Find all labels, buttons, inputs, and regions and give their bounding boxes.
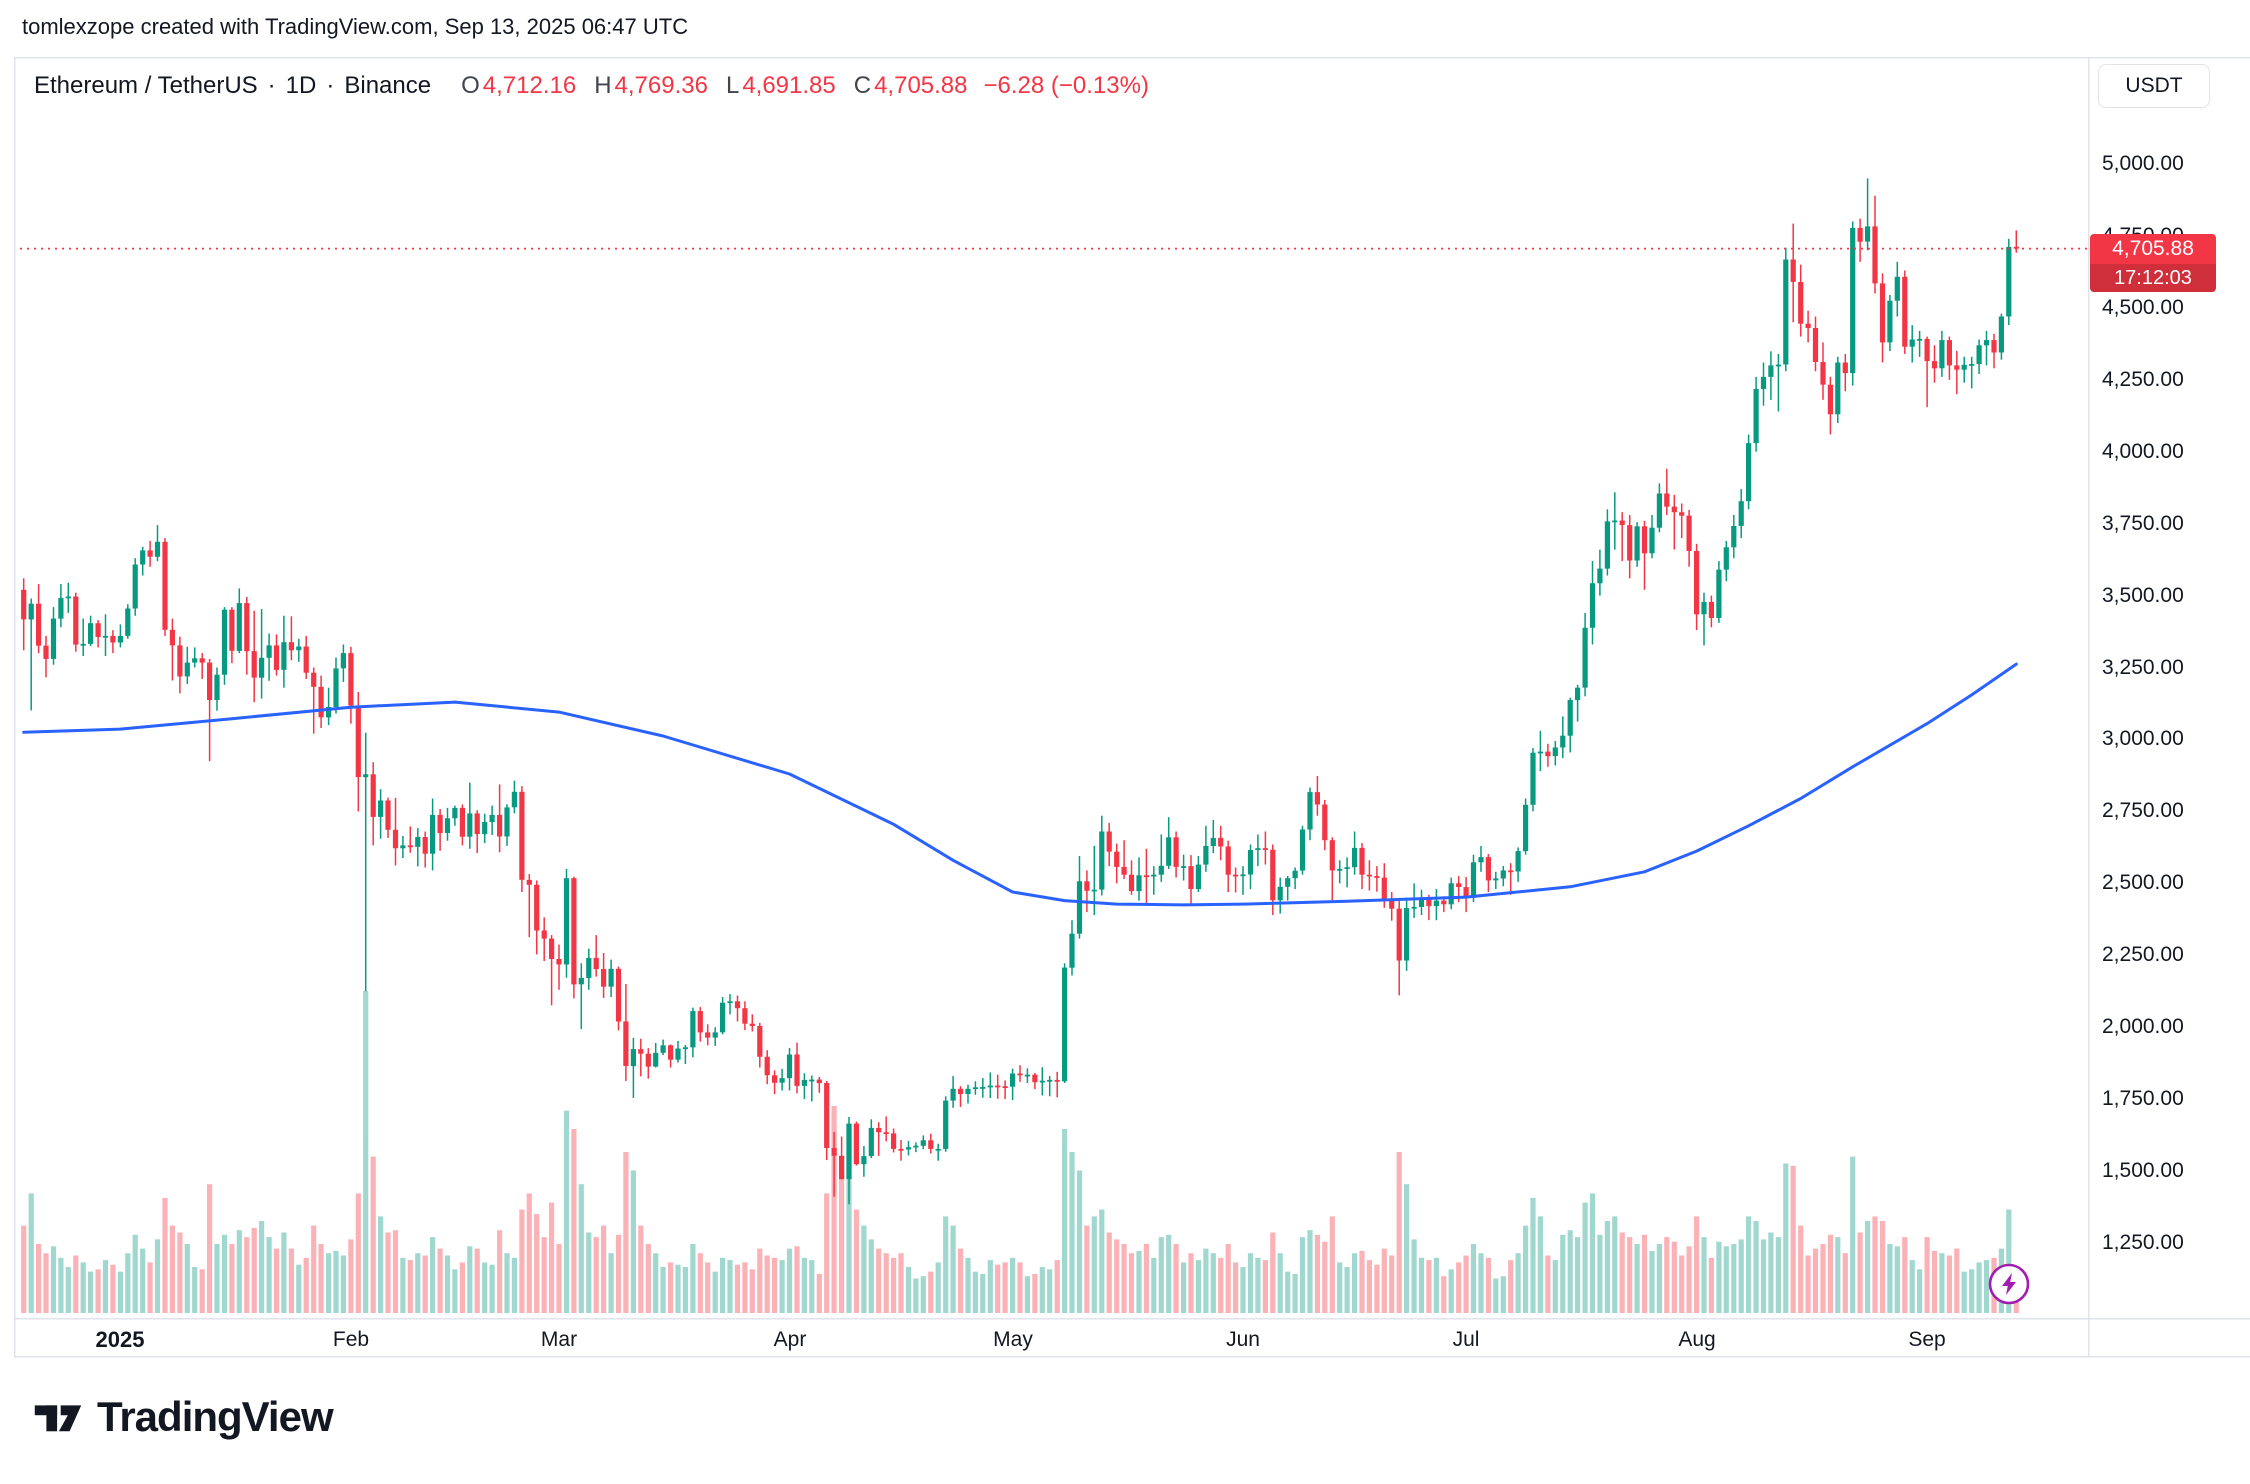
open-label: O [461, 72, 480, 99]
symbol-header: Ethereum / TetherUS · 1D · Binance O 4,7… [34, 70, 1149, 102]
bar-countdown: 17:12:03 [2090, 264, 2216, 292]
last-price-tag: 4,705.88 17:12:03 [2090, 234, 2216, 292]
close-value: 4,705.88 [874, 72, 968, 99]
price-tick-label: 4,250.00 [2102, 368, 2184, 391]
lightning-button[interactable] [1987, 1262, 2031, 1306]
high-label: H [594, 72, 612, 99]
price-tick-label: 3,500.00 [2102, 584, 2184, 607]
time-tick-label: Apr [773, 1328, 807, 1351]
time-tick-label: Aug [1678, 1328, 1716, 1351]
volume-bars [21, 991, 2019, 1313]
price-tick-label: 4,500.00 [2102, 296, 2184, 319]
price-tick-label: 3,000.00 [2102, 727, 2184, 750]
exchange-label[interactable]: Binance [344, 72, 432, 99]
price-tick-label: 2,500.00 [2102, 871, 2184, 894]
tradingview-logo-icon [34, 1405, 82, 1432]
open-value: 4,712.16 [482, 72, 577, 99]
price-tick-label: 3,750.00 [2102, 512, 2184, 535]
separator-dot: · [267, 72, 276, 99]
attribution-text: tomlexzope created with TradingView.com,… [22, 14, 689, 39]
interval-label[interactable]: 1D [285, 72, 317, 99]
last-price-value: 4,705.88 [2112, 237, 2194, 260]
lightning-bolt-icon [2002, 1273, 2016, 1295]
price-tick-label: 4,000.00 [2102, 440, 2184, 463]
symbol-title[interactable]: Ethereum / TetherUS [34, 72, 258, 99]
time-tick-label: Sep [1908, 1328, 1946, 1351]
currency-toggle-button[interactable]: USDT [2098, 64, 2210, 108]
high-value: 4,769.36 [614, 72, 708, 99]
candles [21, 178, 2019, 1205]
price-tick-label: 1,500.00 [2102, 1159, 2184, 1182]
chart-frame [13, 56, 2250, 1358]
time-tick-label: 2025 [95, 1327, 145, 1352]
time-tick-label: Jun [1226, 1328, 1260, 1351]
price-tick-label: 2,250.00 [2102, 943, 2184, 966]
close-label: C [853, 72, 872, 99]
time-tick-label: Mar [540, 1328, 578, 1351]
low-value: 4,691.85 [742, 72, 836, 99]
tradingview-logo-text: TradingView [97, 1393, 334, 1440]
low-label: L [725, 72, 740, 99]
price-tick-label: 3,250.00 [2102, 656, 2184, 679]
price-tick-label: 2,000.00 [2102, 1015, 2184, 1038]
separator-dot: · [326, 72, 335, 99]
tradingview-logo[interactable]: TradingView [33, 1392, 334, 1442]
price-tick-label: 2,750.00 [2102, 799, 2184, 822]
time-tick-label: May [993, 1328, 1033, 1351]
time-tick-label: Jul [1452, 1328, 1480, 1351]
time-tick-label: Feb [332, 1328, 370, 1351]
time-axis[interactable]: 2025 Feb Mar Apr May Jun Jul Aug Sep [0, 1326, 2250, 1356]
change-value: −6.28 (−0.13%) [983, 72, 1149, 99]
ma-line [22, 662, 2018, 907]
price-tick-label: 5,000.00 [2102, 152, 2184, 175]
price-tick-label: 1,750.00 [2102, 1087, 2184, 1110]
price-tick-label: 1,250.00 [2102, 1231, 2184, 1254]
